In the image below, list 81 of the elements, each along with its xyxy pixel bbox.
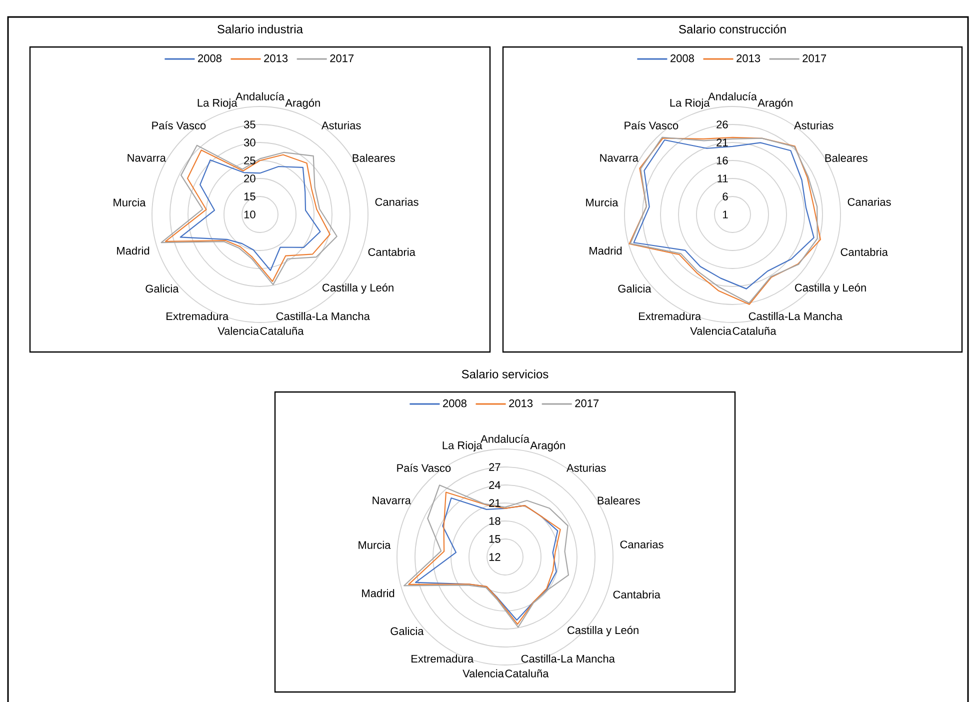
spoke-label: País Vasco [397,464,451,472]
spoke-label: Castilla y León [568,626,638,636]
spoke-label: Baleares [352,154,395,162]
spoke-label: Madrid [362,589,394,598]
spoke-label: Asturias [794,121,834,130]
y-tick-label: 24 [489,481,500,489]
spoke-label: Baleares [598,496,640,504]
legend-label: 2008 [198,54,222,62]
y-tick-label: 16 [716,156,728,164]
legend-label: 2017 [330,54,354,62]
chart-title: Salario industria [218,24,303,34]
spoke-label: Galicia [146,284,179,293]
spoke-label: Galicia [390,627,424,636]
y-tick-label: 11 [718,174,728,182]
spoke-label: Andalucía [236,92,284,100]
spoke-label: Castilla-La Mancha [748,312,842,320]
y-tick-label: 27 [489,463,500,471]
spoke-label: Murcia [586,198,618,206]
y-tick-label: 20 [244,174,256,182]
spoke-label: Extremadura [412,654,474,663]
spoke-label: Asturias [566,464,606,472]
spoke-label: Navarra [372,496,411,504]
chart-title: Salario construcción [679,24,786,34]
y-tick-label: 25 [244,156,256,164]
spoke-label: Cataluña [732,326,776,335]
spoke-label: Canarias [848,198,891,206]
y-tick-label: 12 [489,553,500,561]
spoke-label: Valencia [690,326,732,335]
y-tick-label: 30 [244,138,256,146]
spoke-label: Galicia [618,284,652,293]
legend-label: 2008 [443,399,466,408]
spoke-label: Asturias [321,121,361,130]
y-tick-label: 6 [722,192,728,200]
chart-title: Salario servicios [462,370,548,378]
spoke-label: Navarra [128,154,166,162]
spoke-label: Valencia [462,669,504,678]
spoke-label: Aragón [758,98,792,109]
spoke-label: Madrid [117,246,150,255]
spoke-label: Baleares [825,154,868,162]
legend-label: 2017 [575,399,599,408]
spoke-label: País Vasco [152,121,206,130]
y-tick-label: 15 [489,535,500,543]
spoke-label: Castilla y León [322,283,394,294]
spoke-label: Canarias [620,540,664,548]
y-tick-label: 21 [489,499,500,507]
y-tick-label: 15 [244,192,256,200]
spoke-label: Aragón [530,441,565,452]
spoke-label: Cantabria [840,248,888,256]
legend-label: 2013 [736,54,760,62]
spoke-label: Cantabria [368,248,416,256]
y-tick-label: 26 [716,120,728,128]
spoke-label: País Vasco [624,121,678,130]
spoke-label: La Rioja [198,98,238,109]
spoke-label: Extremadura [639,312,702,320]
legend-label: 2013 [509,399,533,408]
y-tick-label: 21 [716,138,728,146]
spoke-label: Murcia [114,198,146,206]
y-tick-label: 10 [244,210,256,218]
spoke-label: Valencia [218,326,259,335]
legend-label: 2013 [264,54,288,62]
legend-label: 2017 [802,54,826,62]
spoke-label: Andalucía [708,92,757,100]
spoke-label: Cantabria [613,590,660,598]
y-tick-label: 1 [723,210,728,218]
spoke-label: Cataluña [505,669,549,678]
spoke-label: Castilla-La Mancha [276,312,370,320]
spoke-label: Extremadura [166,312,229,320]
y-tick-label: 35 [244,120,256,128]
spoke-label: La Rioja [670,98,710,109]
spoke-label: Castilla y León [795,283,866,294]
y-tick-label: 18 [489,517,500,525]
spoke-label: Castilla-La Mancha [521,654,615,663]
spoke-label: Navarra [600,154,638,162]
spoke-label: Aragón [285,98,320,109]
spoke-label: Canarias [375,198,418,206]
spoke-label: Madrid [590,246,622,255]
spoke-label: Andalucía [480,434,530,443]
spoke-label: Murcia [358,540,391,549]
spoke-label: La Rioja [442,441,482,452]
spoke-label: Cataluña [260,326,304,335]
legend-label: 2008 [670,54,694,62]
